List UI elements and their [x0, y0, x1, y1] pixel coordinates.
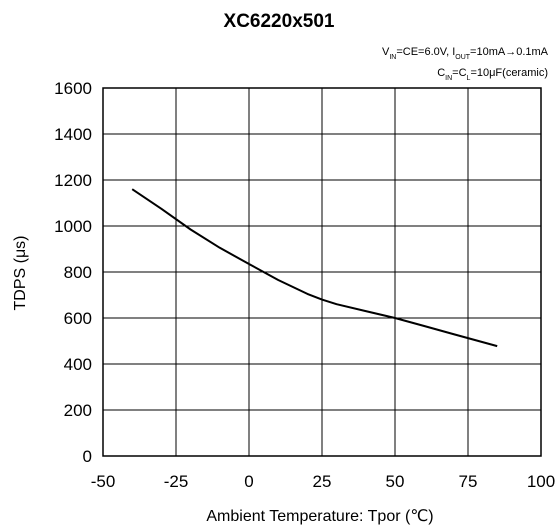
series-line: [131, 188, 498, 348]
condition-subscript: OUT: [455, 54, 471, 61]
condition-text: C: [437, 67, 445, 79]
grid: [102, 87, 542, 457]
condition-text: =CE=6.0V, I: [396, 46, 455, 58]
condition-text: =C: [452, 67, 466, 79]
y-tick-label: 0: [83, 447, 92, 466]
plot-frame: [102, 87, 542, 457]
y-tick-label: 600: [64, 309, 92, 328]
x-tick-label: 75: [459, 472, 478, 491]
x-tick-label: 0: [244, 472, 253, 491]
y-axis-label: TDPS (μs): [12, 236, 29, 311]
condition-text: V: [382, 46, 390, 58]
conditions-note: VIN=CE=6.0V, IOUT=10mA→0.1mACIN=CL=10μF(…: [382, 46, 549, 82]
y-tick-label: 400: [64, 355, 92, 374]
y-tick-label: 1000: [54, 217, 92, 236]
x-tick-label: 50: [386, 472, 405, 491]
y-tick-label: 1600: [54, 79, 92, 98]
x-tick-label: 100: [527, 472, 555, 491]
y-tick-label: 200: [64, 401, 92, 420]
y-ticks: 0 200 400 600 800 1000 1200 1400 1600: [54, 79, 92, 466]
condition-line: VIN=CE=6.0V, IOUT=10mA→0.1mA: [382, 46, 549, 61]
x-tick-label: -50: [91, 472, 116, 491]
condition-subscript: L: [467, 75, 471, 82]
y-tick-label: 1400: [54, 125, 92, 144]
series-layer: [131, 188, 498, 348]
chart-title: XC6220x501: [224, 11, 335, 32]
x-axis-label: Ambient Temperature: Tpor (℃): [206, 508, 433, 525]
y-tick-label: 1200: [54, 171, 92, 190]
condition-subscript: IN: [389, 54, 396, 61]
x-tick-label: -25: [164, 472, 189, 491]
x-tick-label: 25: [313, 472, 332, 491]
x-ticks: -50 -25 0 25 50 75 100: [91, 472, 555, 491]
condition-text: =10μF(ceramic): [470, 67, 548, 79]
y-tick-label: 800: [64, 263, 92, 282]
condition-subscript: IN: [445, 75, 452, 82]
condition-text: =10mA→0.1mA: [470, 46, 549, 58]
condition-line: CIN=CL=10μF(ceramic): [437, 67, 548, 82]
